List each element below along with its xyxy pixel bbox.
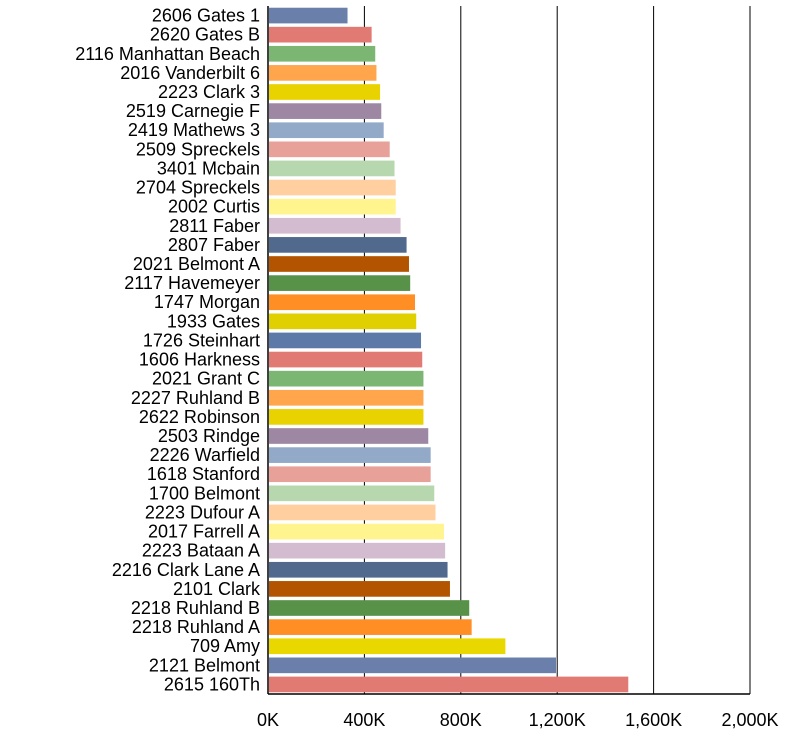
bar [269,237,407,253]
bar [269,485,435,502]
bar [269,676,629,693]
bar [269,351,423,368]
bar [269,65,377,81]
category-label: 1700 Belmont [149,483,260,503]
x-tick-label: 1,600K [625,710,682,730]
category-label: 1606 Harkness [139,350,260,370]
bar [269,523,444,540]
bar [269,275,411,291]
bar [269,332,422,349]
x-tick-label: 1,200K [529,710,586,730]
category-label: 2519 Carnegie F [126,101,260,121]
category-label: 1933 Gates [167,311,260,331]
bar [269,657,556,674]
category-label: 2218 Ruhland B [131,598,260,618]
bar [269,141,390,158]
bar [269,103,382,119]
bar [269,370,424,387]
category-label: 2002 Curtis [168,197,260,217]
category-label: 2117 Havemeyer [124,273,260,293]
category-label: 2503 Rindge [158,426,260,446]
bar [269,600,470,616]
category-label: 2017 Farrell A [148,522,260,542]
category-label: 1747 Morgan [154,292,260,312]
category-label: 2419 Mathews 3 [128,120,260,140]
bar [269,122,384,139]
bar [269,504,436,521]
category-label: 2021 Belmont A [133,254,260,274]
x-tick-label: 800K [440,710,482,730]
category-label: 2223 Bataan A [142,541,260,561]
category-label: 2227 Ruhland B [131,388,260,408]
bar [269,179,396,196]
category-label: 2620 Gates B [150,25,260,45]
category-label: 2704 Spreckels [136,178,260,198]
bar [269,160,395,177]
category-label: 2218 Ruhland A [132,617,260,637]
category-label: 2622 Robinson [139,407,260,427]
category-label: 2226 Warfield [150,445,260,465]
bar [269,619,472,635]
category-label: 2021 Grant C [152,369,260,389]
category-label: 2509 Spreckels [136,139,260,159]
bars [269,7,629,693]
x-tick-label: 400K [343,710,385,730]
bar [269,198,396,215]
bar [269,389,424,406]
category-label: 1618 Stanford [147,464,260,484]
category-label: 2606 Gates 1 [152,6,260,26]
category-label: 2811 Faber [169,216,260,236]
gridlines [363,6,751,694]
bar [269,447,431,463]
category-label: 2223 Clark 3 [158,82,260,102]
category-label: 2807 Faber [168,235,260,255]
category-label: 1726 Steinhart [143,330,260,350]
category-label: 2121 Belmont [149,655,260,675]
category-label: 2615 160Th [164,674,260,694]
bar [269,581,450,597]
category-label: 3401 Mcbain [157,158,260,178]
category-label: 2223 Dufour A [145,502,260,522]
x-tick-label: 2,000K [721,710,778,730]
bar [269,638,506,655]
category-label: 709 Amy [190,636,260,656]
bar [269,542,446,559]
x-tick-label: 0K [257,710,279,730]
bar [269,409,424,425]
category-label: 2016 Vanderbilt 6 [120,63,260,83]
bar [269,561,448,578]
category-label: 2116 Manhattan Beach [75,44,260,64]
axes [267,6,750,695]
bar [269,217,401,234]
x-tick-labels: 0K 400K 800K 1,200K 1,600K 2,000K [257,710,779,730]
bar [269,428,429,444]
bar [269,26,372,43]
bar [269,7,348,24]
bar [269,45,376,62]
bar [269,84,381,100]
category-label: 2216 Clark Lane A [112,560,260,580]
bar [269,466,431,483]
bar [269,313,417,330]
category-label: 2101 Clark [173,579,261,599]
bar [269,256,409,272]
bar [269,294,416,311]
